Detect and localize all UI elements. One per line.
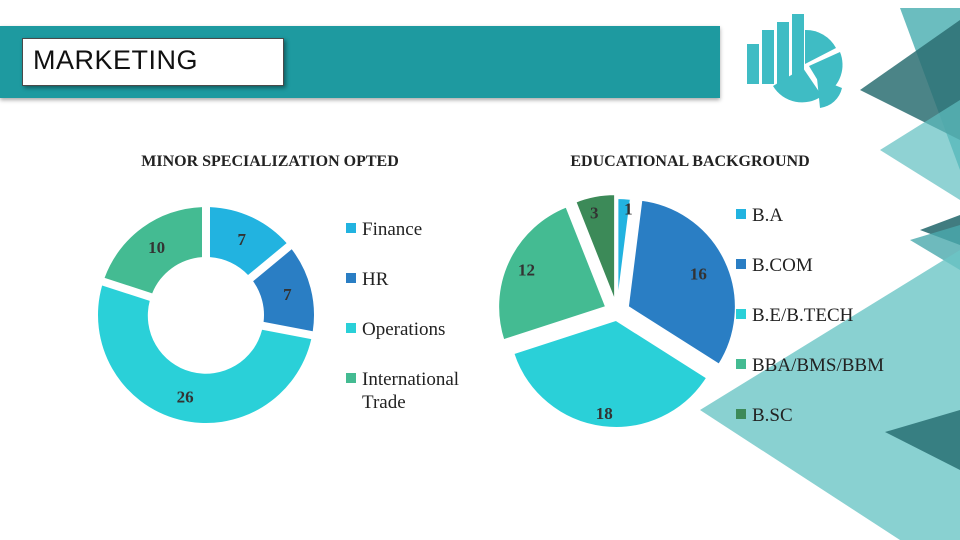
data-label-b-sc: 3 bbox=[590, 204, 599, 223]
legend-swatch bbox=[346, 373, 356, 383]
legend-item-hr: HR bbox=[346, 268, 388, 291]
legend-label: HR bbox=[362, 269, 389, 290]
legend-label: International Trade bbox=[362, 369, 460, 413]
legend-label: B.A bbox=[752, 205, 784, 226]
legend-item-b-com: B.COM bbox=[736, 254, 813, 277]
legend-label: Operations bbox=[362, 319, 446, 340]
chart-2-title: EDUCATIONAL BACKGROUND bbox=[570, 153, 810, 170]
legend-label: BBA/BMS/BBM bbox=[752, 355, 884, 376]
legend-label: B.E/B.TECH bbox=[752, 305, 854, 326]
data-label-hr: 7 bbox=[283, 285, 292, 304]
legend-item-b-a: B.A bbox=[736, 204, 783, 227]
legend-item-operations: Operations bbox=[346, 318, 445, 341]
data-label-operations: 26 bbox=[177, 387, 194, 406]
slice-finance bbox=[209, 207, 287, 276]
legend-item-b-e-b-tech: B.E/B.TECH bbox=[736, 304, 853, 327]
slice-hr bbox=[253, 249, 314, 332]
legend-swatch bbox=[346, 323, 356, 333]
data-label-b-com: 16 bbox=[690, 265, 707, 284]
data-label-finance: 7 bbox=[238, 230, 247, 249]
data-label-bba-bms-bbm: 12 bbox=[518, 260, 535, 279]
data-label-international-trade: 10 bbox=[148, 238, 165, 257]
legend-swatch bbox=[736, 409, 746, 419]
slice-b-com bbox=[626, 198, 737, 367]
legend-item-b-sc: B.SC bbox=[736, 404, 793, 427]
slice-b-a bbox=[616, 197, 633, 307]
slice-international-trade bbox=[104, 207, 203, 294]
legend-swatch bbox=[346, 273, 356, 283]
slice-operations bbox=[98, 285, 312, 423]
legend-swatch bbox=[736, 209, 746, 219]
legend-item-international-trade: International Trade bbox=[346, 368, 476, 414]
legend-swatch bbox=[736, 359, 746, 369]
legend-item-finance: Finance bbox=[346, 218, 422, 241]
data-label-b-a: 1 bbox=[624, 200, 633, 219]
legend-label: B.COM bbox=[752, 255, 813, 276]
chart-1-title: MINOR SPECIALIZATION OPTED bbox=[141, 153, 399, 170]
slice-b-sc bbox=[574, 193, 617, 303]
data-label-b-e-b-tech: 18 bbox=[596, 404, 613, 423]
legend-label: B.SC bbox=[752, 405, 793, 426]
legend-swatch bbox=[736, 259, 746, 269]
legend-item-bba-bms-bbm: BBA/BMS/BBM bbox=[736, 354, 884, 377]
legend-swatch bbox=[736, 309, 746, 319]
slice-bba-bms-bbm bbox=[497, 205, 608, 342]
slide-title: MARKETING bbox=[33, 45, 199, 75]
title-box: MARKETING bbox=[22, 38, 284, 86]
legend-swatch bbox=[346, 223, 356, 233]
legend-label: Finance bbox=[362, 219, 423, 240]
slice-b-e-b-tech bbox=[512, 318, 709, 429]
